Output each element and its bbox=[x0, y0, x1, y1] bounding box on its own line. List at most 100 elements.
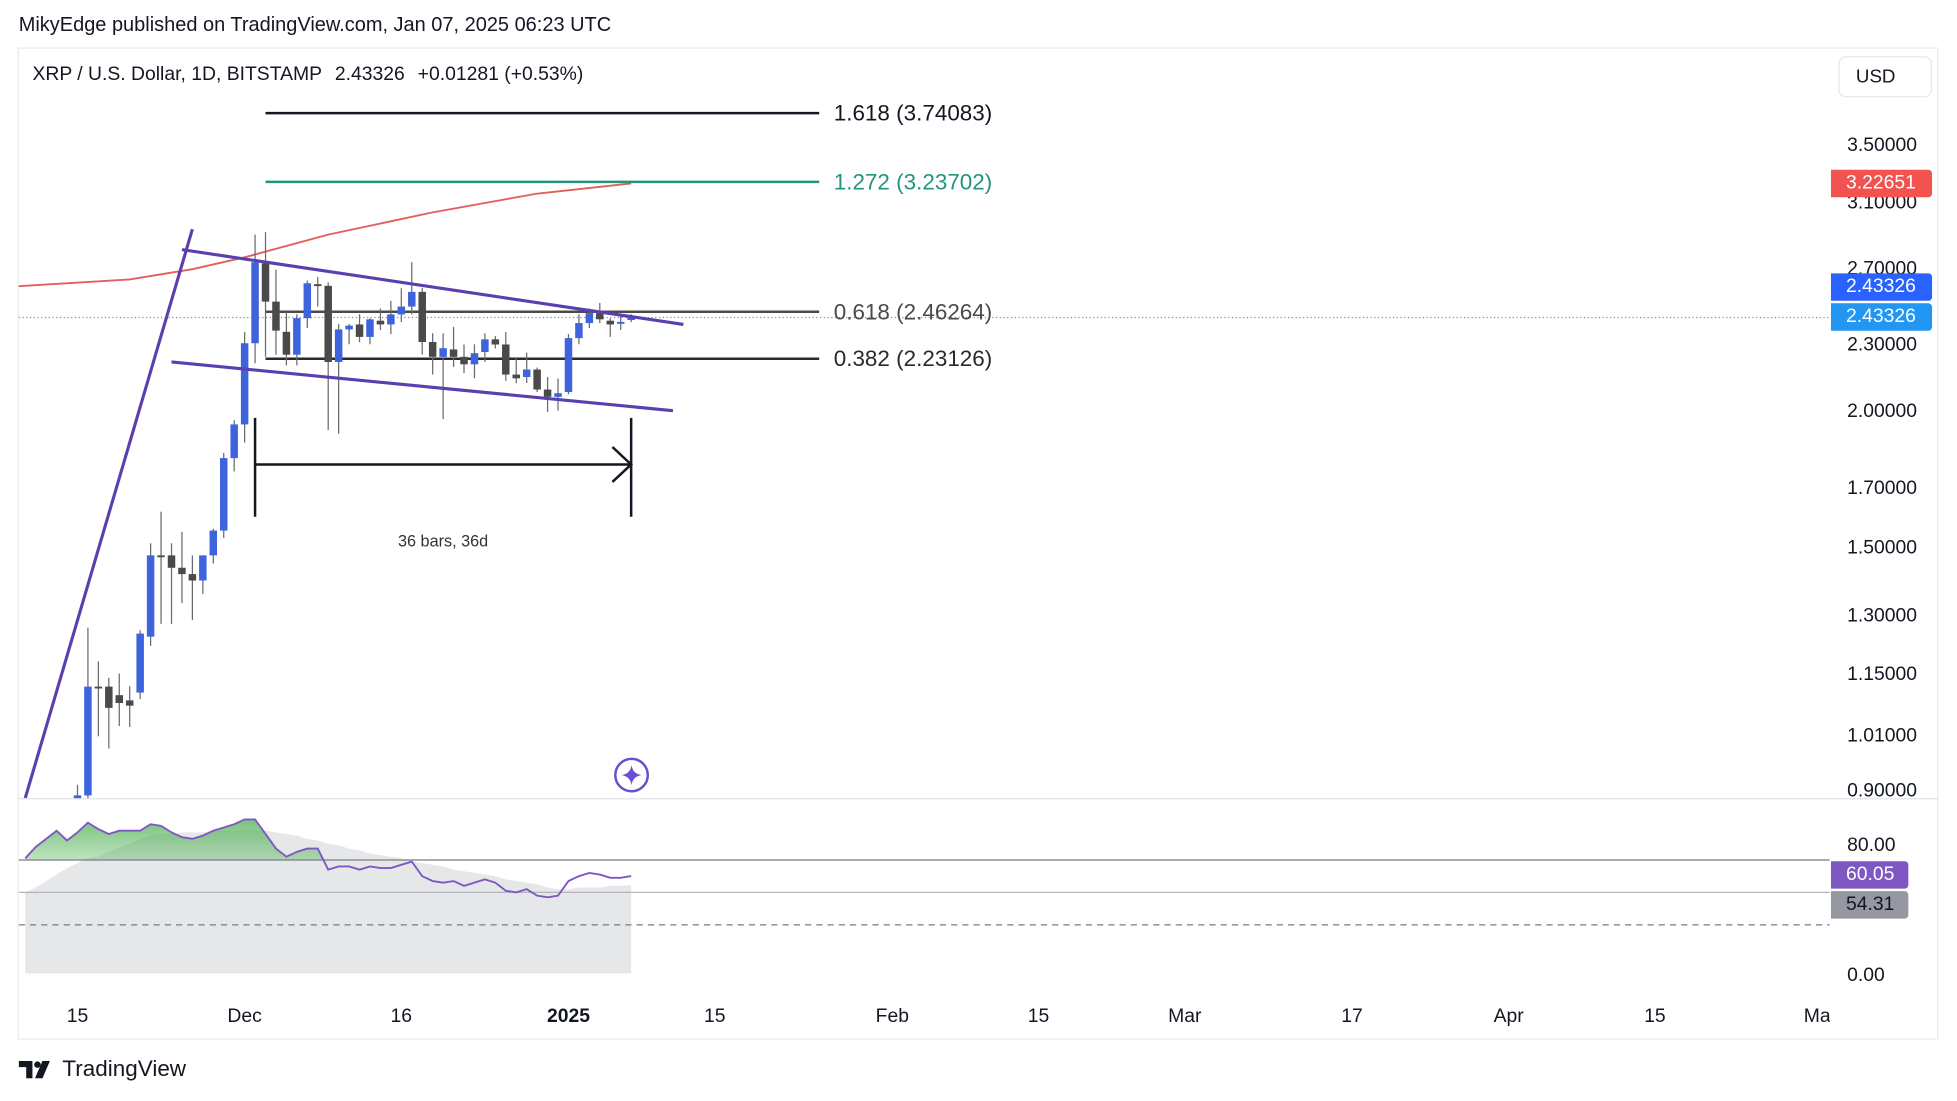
candle[interactable] bbox=[282, 312, 291, 366]
candle[interactable] bbox=[418, 287, 426, 355]
candle[interactable] bbox=[146, 543, 155, 646]
candle[interactable] bbox=[272, 269, 280, 355]
candle-body bbox=[324, 285, 332, 362]
moving-average-line[interactable] bbox=[15, 182, 632, 288]
candle[interactable] bbox=[533, 367, 541, 393]
symbol-name: XRP / U.S. Dollar, 1D, BITSTAMP bbox=[32, 63, 323, 85]
price-axis-tick: 2.30000 bbox=[1847, 334, 1917, 356]
candle-body bbox=[585, 313, 594, 324]
rsi-value-label: 60.05 bbox=[1830, 861, 1909, 889]
candle[interactable] bbox=[564, 334, 573, 395]
candle[interactable] bbox=[481, 333, 489, 362]
candle-body bbox=[502, 344, 510, 375]
candle[interactable] bbox=[136, 630, 144, 700]
candle[interactable] bbox=[397, 288, 406, 323]
candle[interactable] bbox=[188, 555, 197, 621]
candle[interactable] bbox=[219, 452, 228, 538]
rsi-line[interactable] bbox=[24, 818, 632, 899]
currency-button[interactable]: USD bbox=[1838, 56, 1933, 98]
candle[interactable] bbox=[115, 673, 124, 726]
candle-body bbox=[470, 353, 479, 365]
candle[interactable] bbox=[376, 308, 385, 331]
tradingview-logo[interactable]: TradingView bbox=[18, 1056, 186, 1082]
candle[interactable] bbox=[606, 318, 615, 337]
candle[interactable] bbox=[230, 420, 238, 472]
candle-body bbox=[376, 320, 385, 325]
ma-price-label: 3.22651 bbox=[1830, 169, 1933, 198]
candle[interactable] bbox=[387, 300, 395, 335]
candle[interactable] bbox=[324, 282, 332, 431]
candle-body bbox=[616, 321, 625, 324]
candle-body bbox=[418, 291, 426, 343]
candle[interactable] bbox=[261, 232, 270, 357]
candle[interactable] bbox=[293, 314, 301, 366]
candle-body bbox=[167, 555, 176, 568]
candle[interactable] bbox=[355, 314, 364, 343]
candle-body bbox=[219, 458, 228, 531]
candle[interactable] bbox=[314, 276, 322, 307]
time-axis-tick: 15 bbox=[1644, 1005, 1666, 1027]
candle[interactable] bbox=[543, 376, 552, 412]
fib-level-label: 0.618 (2.46264) bbox=[834, 299, 993, 324]
candle-body bbox=[199, 555, 207, 581]
candle[interactable] bbox=[157, 511, 165, 624]
candle[interactable] bbox=[366, 318, 374, 345]
candle[interactable] bbox=[408, 262, 416, 315]
sparkle-icon-star bbox=[621, 765, 642, 786]
candle[interactable] bbox=[502, 332, 510, 381]
rsi-axis-tick: 80.00 bbox=[1847, 834, 1895, 856]
candle[interactable] bbox=[167, 543, 176, 624]
time-axis-tick: 15 bbox=[67, 1005, 88, 1027]
candle[interactable] bbox=[209, 528, 218, 564]
candle-body bbox=[512, 374, 520, 379]
candle[interactable] bbox=[84, 627, 92, 801]
candle-body bbox=[627, 317, 635, 321]
candle-body bbox=[293, 318, 301, 355]
candle[interactable] bbox=[428, 333, 437, 375]
candle[interactable] bbox=[522, 352, 531, 383]
candle-body bbox=[554, 393, 562, 397]
candle-body bbox=[449, 349, 458, 357]
candle[interactable] bbox=[460, 344, 468, 374]
date-range-label: 36 bars, 36d bbox=[398, 533, 488, 551]
candle[interactable] bbox=[345, 324, 353, 345]
rsi-ma-value-label: 54.31 bbox=[1830, 891, 1909, 919]
trendline-flag-lower[interactable] bbox=[171, 360, 674, 413]
fib-level-label: 1.618 (3.74083) bbox=[834, 101, 993, 126]
candle-body bbox=[575, 323, 583, 339]
candle[interactable] bbox=[240, 332, 249, 443]
price-axis-tick: 2.00000 bbox=[1847, 400, 1917, 422]
candle[interactable] bbox=[94, 661, 103, 737]
candle-body bbox=[564, 338, 573, 393]
candle-body bbox=[533, 369, 541, 390]
trendline-flag-upper[interactable] bbox=[181, 248, 684, 326]
candle[interactable] bbox=[125, 686, 134, 727]
close-price-label: 2.43326 bbox=[1830, 303, 1933, 331]
sparkle-icon[interactable] bbox=[614, 757, 650, 793]
candle[interactable] bbox=[251, 234, 259, 364]
trendline-flagpole[interactable] bbox=[23, 228, 194, 799]
candle[interactable] bbox=[491, 336, 500, 349]
candle[interactable] bbox=[439, 333, 447, 420]
rsi-overbought-fill bbox=[25, 819, 632, 860]
candle-body bbox=[366, 319, 374, 337]
candle[interactable] bbox=[554, 378, 562, 411]
candle[interactable] bbox=[449, 326, 458, 367]
candle[interactable] bbox=[512, 358, 520, 384]
candle[interactable] bbox=[105, 677, 113, 749]
candle-body bbox=[606, 320, 615, 325]
candle[interactable] bbox=[616, 316, 625, 331]
candle-body bbox=[282, 331, 291, 355]
candle-body bbox=[84, 686, 92, 796]
candle-body bbox=[428, 342, 437, 357]
candle[interactable] bbox=[178, 531, 186, 604]
candle[interactable] bbox=[575, 314, 583, 345]
time-axis-tick: 17 bbox=[1341, 1005, 1363, 1027]
candle[interactable] bbox=[199, 555, 207, 594]
symbol-legend[interactable]: XRP / U.S. Dollar, 1D, BITSTAMP 2.43326 … bbox=[32, 64, 590, 86]
candle[interactable] bbox=[73, 784, 82, 806]
candle[interactable] bbox=[303, 280, 312, 329]
candle[interactable] bbox=[470, 344, 479, 379]
candle-body bbox=[303, 283, 312, 319]
